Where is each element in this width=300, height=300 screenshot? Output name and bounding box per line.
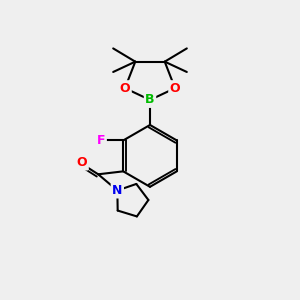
Text: B: B [145,93,155,106]
Text: N: N [112,184,122,197]
Text: F: F [97,134,105,147]
Text: O: O [77,156,87,169]
Text: O: O [170,82,180,95]
Text: O: O [120,82,130,95]
